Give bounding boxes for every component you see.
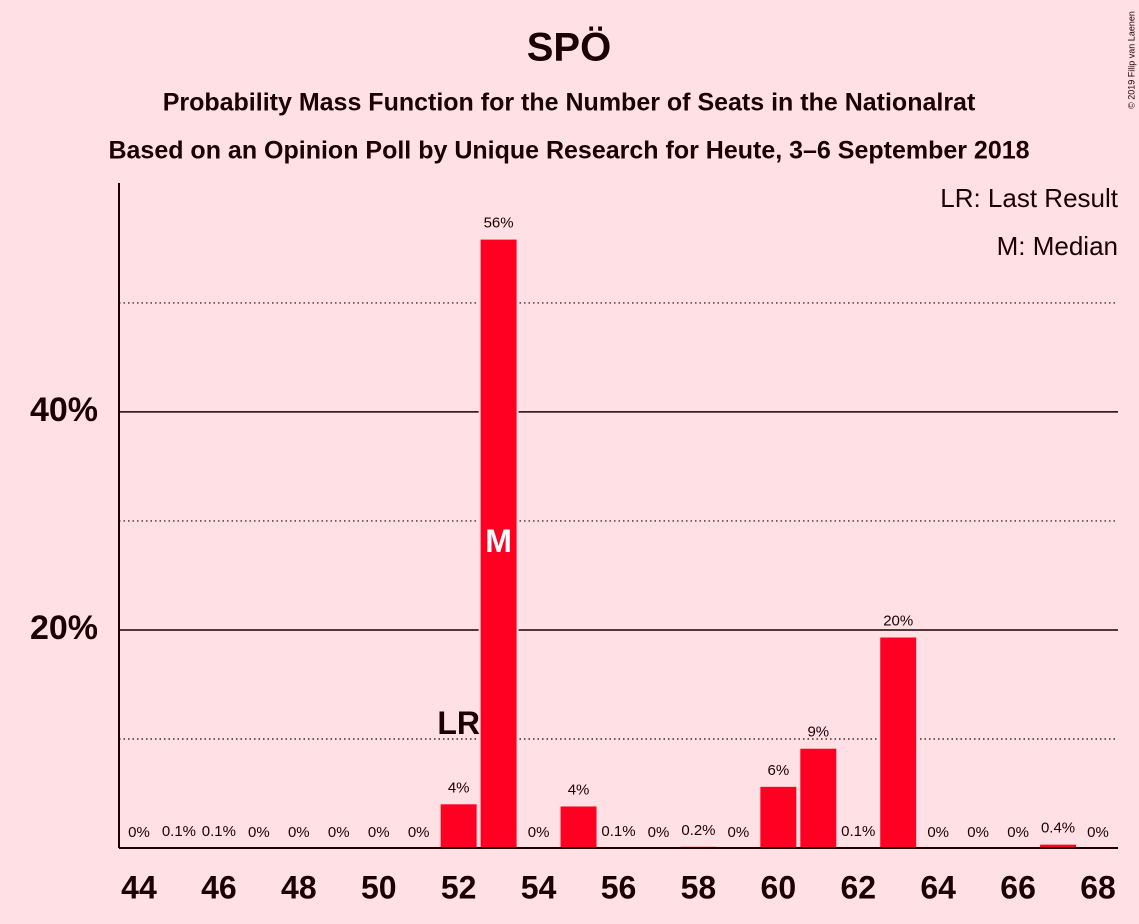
legend-entry: LR: Last Result xyxy=(940,183,1119,213)
value-label: 0% xyxy=(328,824,350,841)
value-label: 0% xyxy=(728,824,750,841)
x-tick-label: 54 xyxy=(521,869,557,905)
copyright: © 2019 Filip van Laenen xyxy=(1126,11,1136,109)
bar xyxy=(438,802,479,850)
value-label: 0.1% xyxy=(601,823,635,840)
bar xyxy=(758,784,799,849)
y-tick-label: 20% xyxy=(30,609,98,647)
value-label: 0.1% xyxy=(841,823,875,840)
chart-subtitle: Based on an Opinion Poll by Unique Resea… xyxy=(108,137,1029,165)
value-label: 0% xyxy=(368,824,390,841)
value-label: 0.1% xyxy=(202,823,236,840)
value-label: 4% xyxy=(448,779,470,796)
x-tick-label: 62 xyxy=(840,869,876,905)
value-label: 56% xyxy=(484,215,514,232)
value-label: 0% xyxy=(528,824,550,841)
x-tick-label: 52 xyxy=(441,869,477,905)
last-result-marker: LR xyxy=(437,705,480,741)
x-tick-label: 44 xyxy=(121,869,157,905)
value-label: 0.4% xyxy=(1041,820,1075,837)
legend-entry: M: Median xyxy=(997,231,1118,261)
bar xyxy=(558,804,599,849)
x-tick-label: 58 xyxy=(681,869,717,905)
value-label: 0% xyxy=(1087,824,1109,841)
x-tick-label: 66 xyxy=(1000,869,1036,905)
value-label: 0% xyxy=(408,824,430,841)
y-tick-label: 40% xyxy=(30,391,98,429)
value-label: 0.2% xyxy=(681,822,715,839)
x-tick-label: 48 xyxy=(281,869,317,905)
x-tick-label: 50 xyxy=(361,869,397,905)
x-tick-label: 46 xyxy=(201,869,237,905)
x-tick-label: 60 xyxy=(761,869,797,905)
bar xyxy=(878,635,919,849)
value-label: 9% xyxy=(807,724,829,741)
value-label: 0% xyxy=(1007,824,1029,841)
value-label: 0% xyxy=(648,824,670,841)
value-label: 4% xyxy=(568,781,590,798)
value-label: 0% xyxy=(248,824,270,841)
value-label: 0% xyxy=(927,824,949,841)
value-label: 0% xyxy=(128,824,150,841)
value-label: 0.1% xyxy=(162,823,196,840)
x-tick-label: 56 xyxy=(601,869,637,905)
chart-title: SPÖ xyxy=(527,25,611,70)
value-label: 0% xyxy=(967,824,989,841)
value-label: 0% xyxy=(288,824,310,841)
median-marker: M xyxy=(485,523,512,559)
x-tick-label: 64 xyxy=(920,869,956,905)
bar xyxy=(798,746,839,849)
chart-subtitle: Probability Mass Function for the Number… xyxy=(163,89,976,117)
value-label: 6% xyxy=(767,762,789,779)
x-tick-label: 68 xyxy=(1080,869,1116,905)
value-label: 20% xyxy=(883,612,913,629)
